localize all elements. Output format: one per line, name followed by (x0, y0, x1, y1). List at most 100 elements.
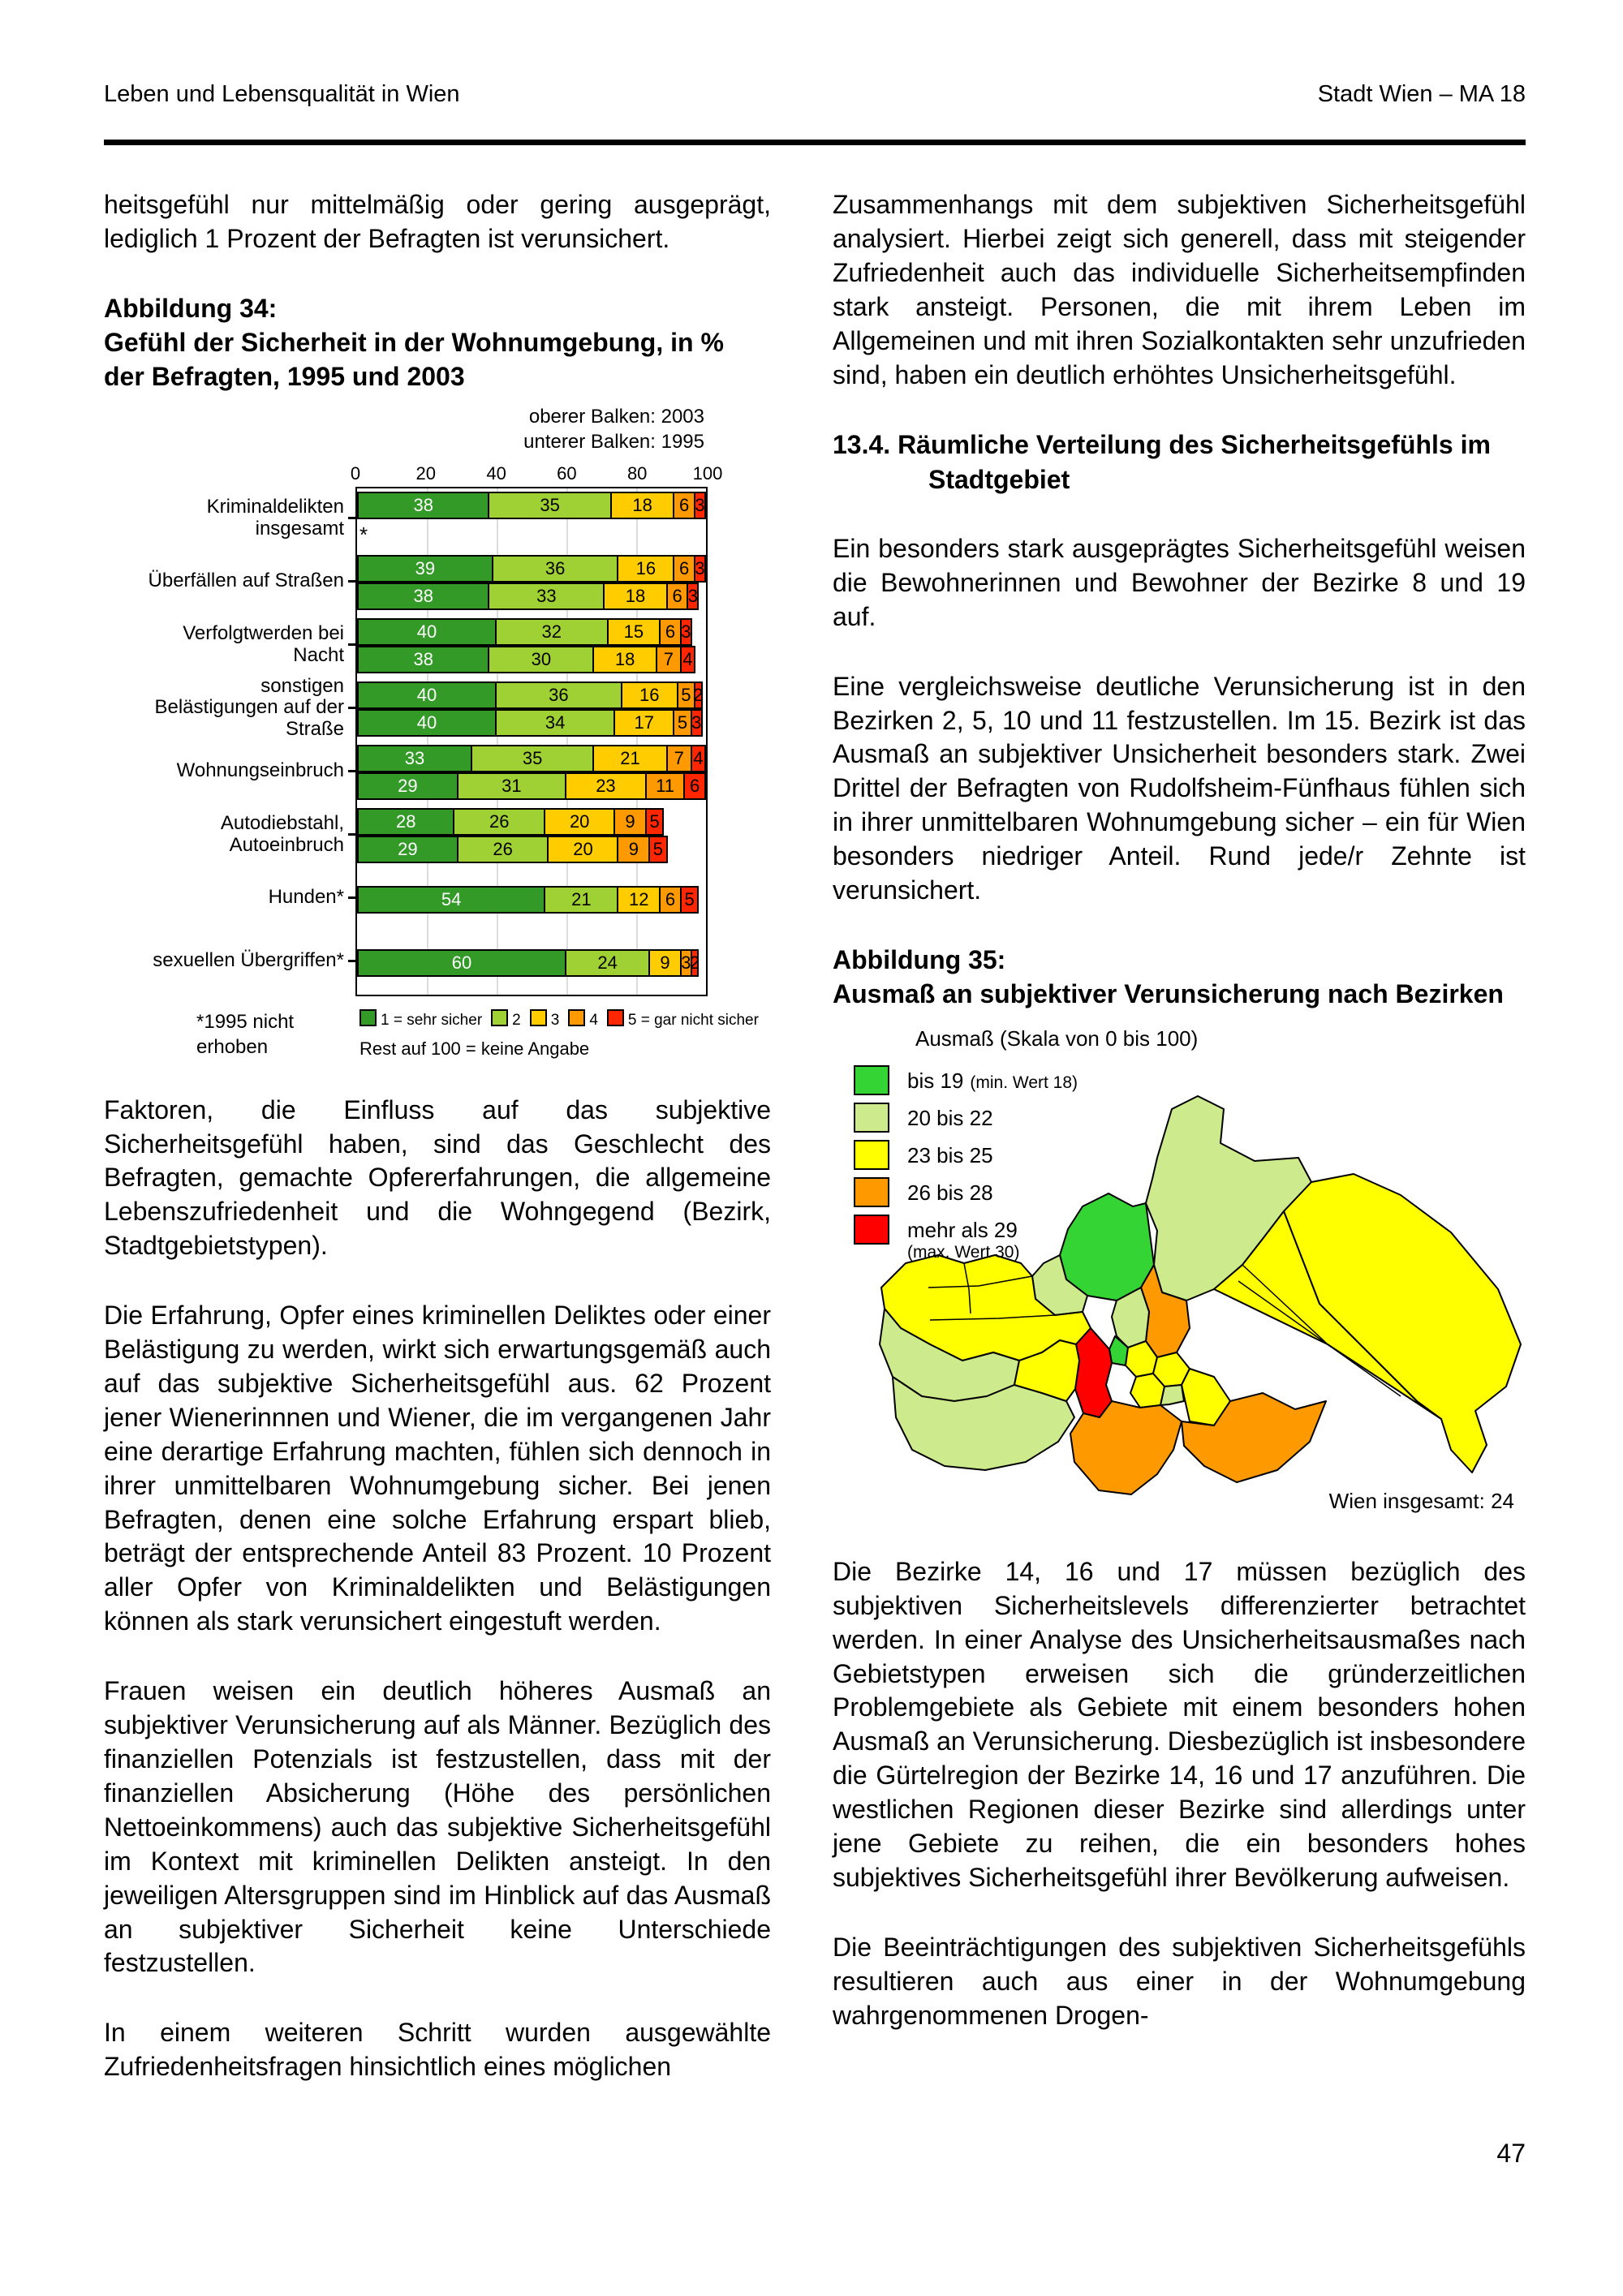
bar-segment: 36 (497, 681, 622, 709)
map-legend-label: 23 bis 25 (907, 1142, 993, 1167)
chart-category-band: 38 35 18 6 3 * (357, 488, 706, 552)
bar-segment: 35 (489, 491, 612, 519)
stacked-bar: 38 30 18 7 4 (357, 645, 706, 673)
bar-segment: 33 (489, 582, 605, 610)
legend-item: 5 = gar nicht sicher (606, 1008, 759, 1029)
stacked-bar: 40 32 15 6 3 (357, 617, 706, 646)
bar-segment: 4 (691, 744, 706, 772)
legend-color-swatch (491, 1008, 509, 1026)
x-axis-tick-label: 80 (626, 462, 648, 484)
chart-category-band: 40 32 15 6 3 38 30 18 7 4 (357, 615, 706, 678)
label-line: Autodiebstahl, (220, 812, 344, 835)
bar-segment: 5 (650, 835, 668, 863)
paragraph: Die Erfahrung, Opfer eines kriminellen D… (104, 1301, 771, 1636)
chart-note-line2: unterer Balken: 1995 (523, 430, 704, 453)
figure34-caption-title: Gefühl der Sicherheit in der Wohnumgebun… (104, 327, 724, 391)
map-legend: Ausmaß (Skala von 0 bis 100) bis 19 (min.… (854, 1025, 1198, 1270)
legend-item: 3 (529, 1008, 559, 1029)
bar-segment: 2 (693, 681, 704, 709)
map-boundary-line (1238, 1280, 1401, 1397)
x-axis-tick-label: 0 (350, 462, 361, 484)
chart-category-label: Autodiebstahl, Autoeinbruch (104, 803, 355, 866)
chart-category-label: Hunden* (104, 866, 355, 930)
bar-segment: 16 (622, 681, 678, 709)
chart-legend-rest: Rest auf 100 = keine Angabe (359, 1038, 590, 1059)
header-rule (104, 140, 1526, 145)
axis-tick (348, 643, 355, 647)
label-line: Belästigungen auf der (154, 696, 344, 719)
map-legend-entry: 26 bis 28 (854, 1176, 1198, 1207)
map-legend-color-swatch (854, 1102, 889, 1133)
bar-segment: 38 (357, 582, 490, 610)
plot-area: 38 35 18 6 3 * 39 36 16 6 3 38 33 18 6 3 40 32 15 6 3 38 30 18 7… (355, 486, 708, 996)
bar-segment: 40 (357, 617, 497, 646)
bar-segment: 18 (611, 491, 675, 519)
figure34-chart: oberer Balken: 2003 unterer Balken: 1995… (104, 404, 771, 1061)
figure34-caption-number: Abbildung 34: (104, 293, 278, 323)
map-legend-entry: bis 19 (min. Wert 18) (854, 1064, 1198, 1095)
paragraph: Die Beeinträchtigungen des subjektiven S… (833, 1932, 1526, 2030)
left-column: heitsgefühl nur mittelmäßig oder gering … (104, 188, 771, 2120)
label-line: Hunden* (268, 886, 344, 909)
chart-category-labels: Kriminaldelikten insgesamt Überfällen auf … (104, 462, 355, 996)
bar-segment: 17 (615, 708, 675, 737)
header-left: Leben und Lebensqualität in Wien (104, 81, 460, 107)
chart-category-label-text: Überfällen auf Straßen (149, 570, 344, 592)
missing-1995-marker: * (359, 522, 368, 547)
stacked-bar: 38 33 18 6 3 (357, 582, 706, 610)
page-number: 47 (1496, 2139, 1526, 2168)
chart-category-band: 39 36 16 6 3 38 33 18 6 3 (357, 552, 706, 615)
bar-segment: 5 (674, 708, 692, 737)
map-legend-rows: bis 19 (min. Wert 18) 20 bis 22 23 bis 25 26… (854, 1064, 1198, 1262)
chart-footer: *1995 nicht erhoben 1 = sehr sicher 2 3 4 5 … (104, 1008, 771, 1061)
bar-segment: 21 (545, 885, 619, 914)
chart-category-label: Überfällen auf Straßen (104, 550, 355, 613)
chart-category-label: Kriminaldelikten insgesamt (104, 487, 355, 550)
axis-tick (348, 896, 355, 900)
chart-plot: 0 20 40 60 80 100 38 35 18 6 3 * 39 36 16 6 3 38 33 18 6 3 40… (351, 462, 722, 996)
chart-series-note: oberer Balken: 2003 unterer Balken: 1995 (104, 404, 706, 454)
bar-segment: 3 (695, 491, 706, 519)
label-line: sexuellen Übergriffen* (153, 949, 344, 972)
bar-segment: 15 (608, 617, 661, 646)
bar-segment: 23 (566, 772, 647, 800)
bar-segment: 34 (497, 708, 616, 737)
chart-main: Kriminaldelikten insgesamt Überfällen auf … (104, 462, 771, 996)
label-line: Straße (285, 718, 344, 741)
map-legend-color-swatch (854, 1176, 889, 1207)
label-line: Verfolgtwerden bei (183, 622, 344, 645)
chart-gridline (427, 488, 428, 995)
bar-segment: 29 (357, 772, 458, 800)
chart-category-label-text: Autodiebstahl, Autoeinbruch (220, 812, 344, 857)
stacked-bar: 28 26 20 9 5 (357, 807, 706, 836)
chart-category-label-text: Kriminaldelikten insgesamt (207, 496, 344, 540)
map-district (1160, 1383, 1185, 1406)
x-axis-tick-label: 100 (692, 462, 723, 484)
chart-category-label: Wohnungseinbruch (104, 740, 355, 803)
stacked-bar: 60 24 9 3 2 (357, 948, 706, 977)
axis-tick (348, 833, 355, 836)
chart-footnote: *1995 nicht erhoben (196, 1010, 295, 1059)
bar-segment: 11 (646, 772, 686, 800)
axis-tick (348, 707, 355, 710)
map-district (1074, 1326, 1113, 1418)
bar-segment: 36 (493, 554, 619, 583)
axis-tick (348, 517, 355, 520)
map-legend-sublabel: (max. Wert 30) (907, 1243, 1020, 1262)
map-legend-entry: 23 bis 25 (854, 1139, 1198, 1170)
paragraph: Faktoren, die Einfluss auf das subjektiv… (104, 1094, 771, 1261)
bar-segment: 6 (685, 772, 706, 800)
figure34-caption: Abbildung 34: Gefühl der Sicherheit in d… (104, 292, 771, 394)
stacked-bar: 33 35 21 7 4 (357, 744, 706, 772)
chart-gridline (566, 488, 568, 995)
bar-segment: 40 (357, 681, 497, 709)
bar-segment: 38 (357, 491, 490, 519)
x-axis-tick-label: 40 (486, 462, 506, 484)
vienna-district-map (879, 1094, 1522, 1495)
axis-tick (348, 960, 355, 963)
bar-segment: 24 (566, 948, 651, 977)
bar-segment: 21 (594, 744, 668, 772)
bar-segment: 6 (661, 617, 682, 646)
label-line: Wohnungseinbruch (176, 759, 344, 782)
chart-category-label: sexuellen Übergriffen* (104, 930, 355, 993)
